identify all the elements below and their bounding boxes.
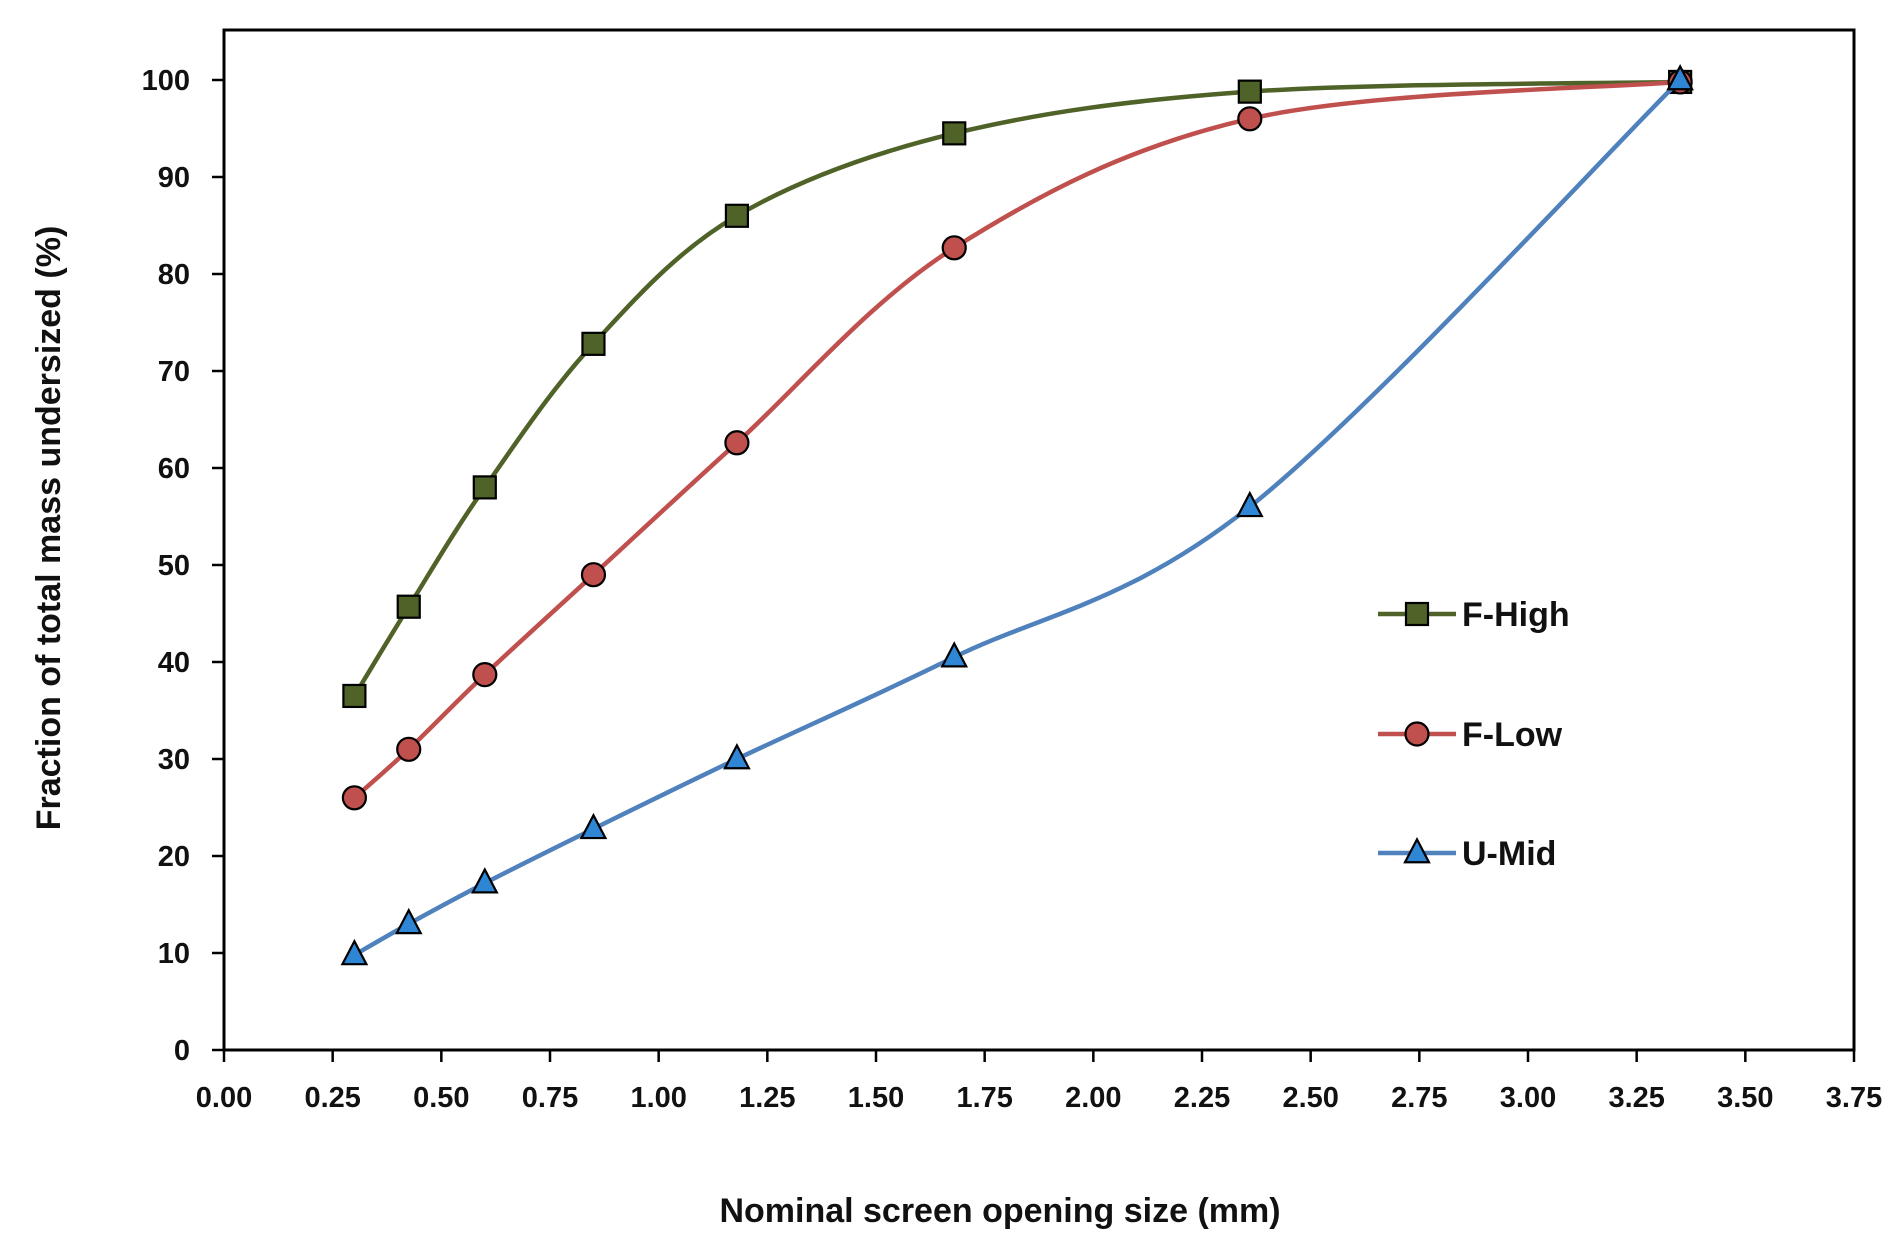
legend-item-f-low: F-Low (1378, 716, 1563, 754)
x-tick-label: 1.75 (956, 1082, 1012, 1114)
data-point-u-mid (1235, 490, 1264, 518)
legend-label: U-Mid (1462, 835, 1556, 873)
y-tick-label: 60 (158, 453, 190, 485)
x-tick-label: 1.00 (630, 1082, 686, 1114)
y-tick-label: 80 (158, 259, 190, 291)
x-tick-label: 0.00 (196, 1082, 252, 1114)
legend-label: F-Low (1462, 716, 1563, 754)
data-point-f-high (942, 121, 967, 146)
data-point-u-mid (1666, 63, 1694, 91)
x-tick-label: 3.25 (1608, 1082, 1664, 1114)
x-tick-label: 0.25 (304, 1082, 360, 1114)
data-point-f-low (472, 662, 498, 688)
data-point-f-high (724, 203, 750, 228)
x-tick-label: 1.50 (848, 1082, 904, 1114)
y-tick-label: 70 (158, 356, 190, 388)
legend-item-f-high: F-High (1378, 596, 1570, 634)
data-point-f-low (1237, 106, 1263, 132)
data-point-f-high (472, 475, 497, 500)
data-point-u-mid (723, 742, 751, 770)
data-point-u-mid (340, 938, 369, 966)
plot-area (222, 28, 1856, 1052)
x-tick-label: 2.00 (1065, 1082, 1121, 1114)
data-point-f-high (581, 331, 606, 356)
y-tick-label: 40 (158, 647, 190, 679)
legend-marker (1404, 721, 1430, 747)
legend-item-u-mid: U-Mid (1378, 835, 1556, 873)
data-point-f-high (1237, 79, 1262, 104)
x-tick-label: 3.50 (1717, 1082, 1773, 1114)
series-u-mid (340, 63, 1694, 966)
y-tick-label: 0 (174, 1035, 190, 1067)
x-tick-label: 0.75 (522, 1082, 578, 1114)
data-point-f-low (580, 562, 607, 588)
data-point-u-mid (940, 641, 969, 668)
legend-marker (1404, 601, 1430, 627)
y-axis-title: Fraction of total mass undersized (%) (30, 226, 68, 831)
x-axis-title: Nominal screen opening size (mm) (719, 1192, 1280, 1230)
legend-marker (1403, 836, 1431, 864)
data-point-f-low (941, 235, 967, 261)
y-tick-label: 30 (158, 744, 190, 776)
x-tick-label: 2.50 (1282, 1082, 1338, 1114)
x-tick-label: 3.75 (1826, 1082, 1882, 1114)
x-tick-label: 2.75 (1391, 1082, 1447, 1114)
x-tick-label: 2.25 (1174, 1082, 1230, 1114)
data-point-f-high (342, 683, 367, 709)
data-point-f-low (396, 736, 422, 762)
data-point-f-low (341, 785, 367, 811)
data-point-u-mid (470, 867, 499, 894)
x-tick-label: 0.50 (413, 1082, 469, 1114)
data-point-u-mid (579, 812, 608, 840)
series-line-f-low (352, 79, 1683, 801)
y-tick-label: 90 (158, 162, 190, 194)
x-tick-label: 1.25 (739, 1082, 795, 1114)
data-point-u-mid (394, 907, 423, 935)
data-point-f-high (396, 594, 421, 619)
y-tick-label: 100 (142, 65, 190, 97)
y-tick-label: 10 (158, 938, 190, 970)
y-tick-label: 50 (158, 550, 190, 582)
x-tick-label: 3.00 (1500, 1082, 1556, 1114)
series-line-u-mid (352, 77, 1683, 958)
data-point-f-low (724, 430, 750, 456)
legend-label: F-High (1462, 596, 1570, 634)
y-tick-label: 20 (158, 841, 190, 873)
